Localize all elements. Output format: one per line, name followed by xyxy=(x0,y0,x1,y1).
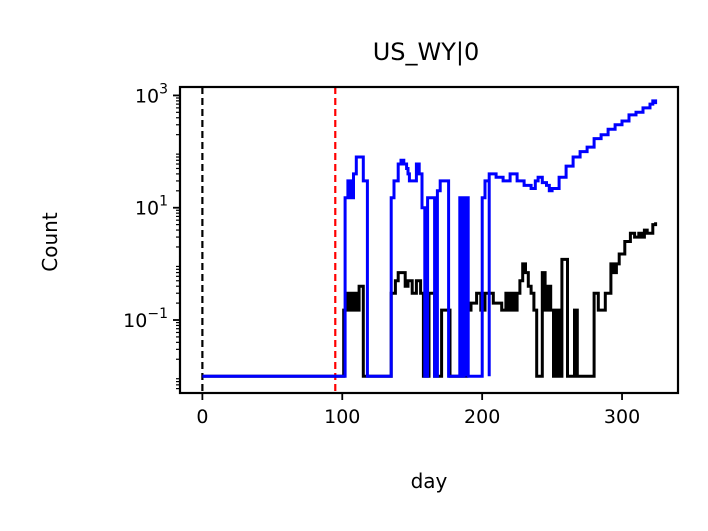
x-tick-label: 0 xyxy=(196,406,208,428)
x-axis-label: day xyxy=(411,469,448,493)
y-tick-label: 101 xyxy=(135,194,168,220)
y-axis: 103 101 10−1 xyxy=(123,81,180,390)
series-line-0 xyxy=(202,222,658,378)
x-tick-label: 200 xyxy=(464,406,500,428)
y-tick-label: 103 xyxy=(135,81,168,107)
x-axis: 0 100 200 300 xyxy=(196,393,640,428)
x-tick-label: 300 xyxy=(604,406,640,428)
chart-title: US_WY|0 xyxy=(373,38,480,66)
x-tick-label: 100 xyxy=(324,406,360,428)
y-tick-label: 10−1 xyxy=(123,306,168,332)
plot-frame xyxy=(178,85,680,395)
y-axis-label: Count xyxy=(38,212,62,272)
series-line-1 xyxy=(202,99,658,378)
plot-area xyxy=(201,87,658,393)
